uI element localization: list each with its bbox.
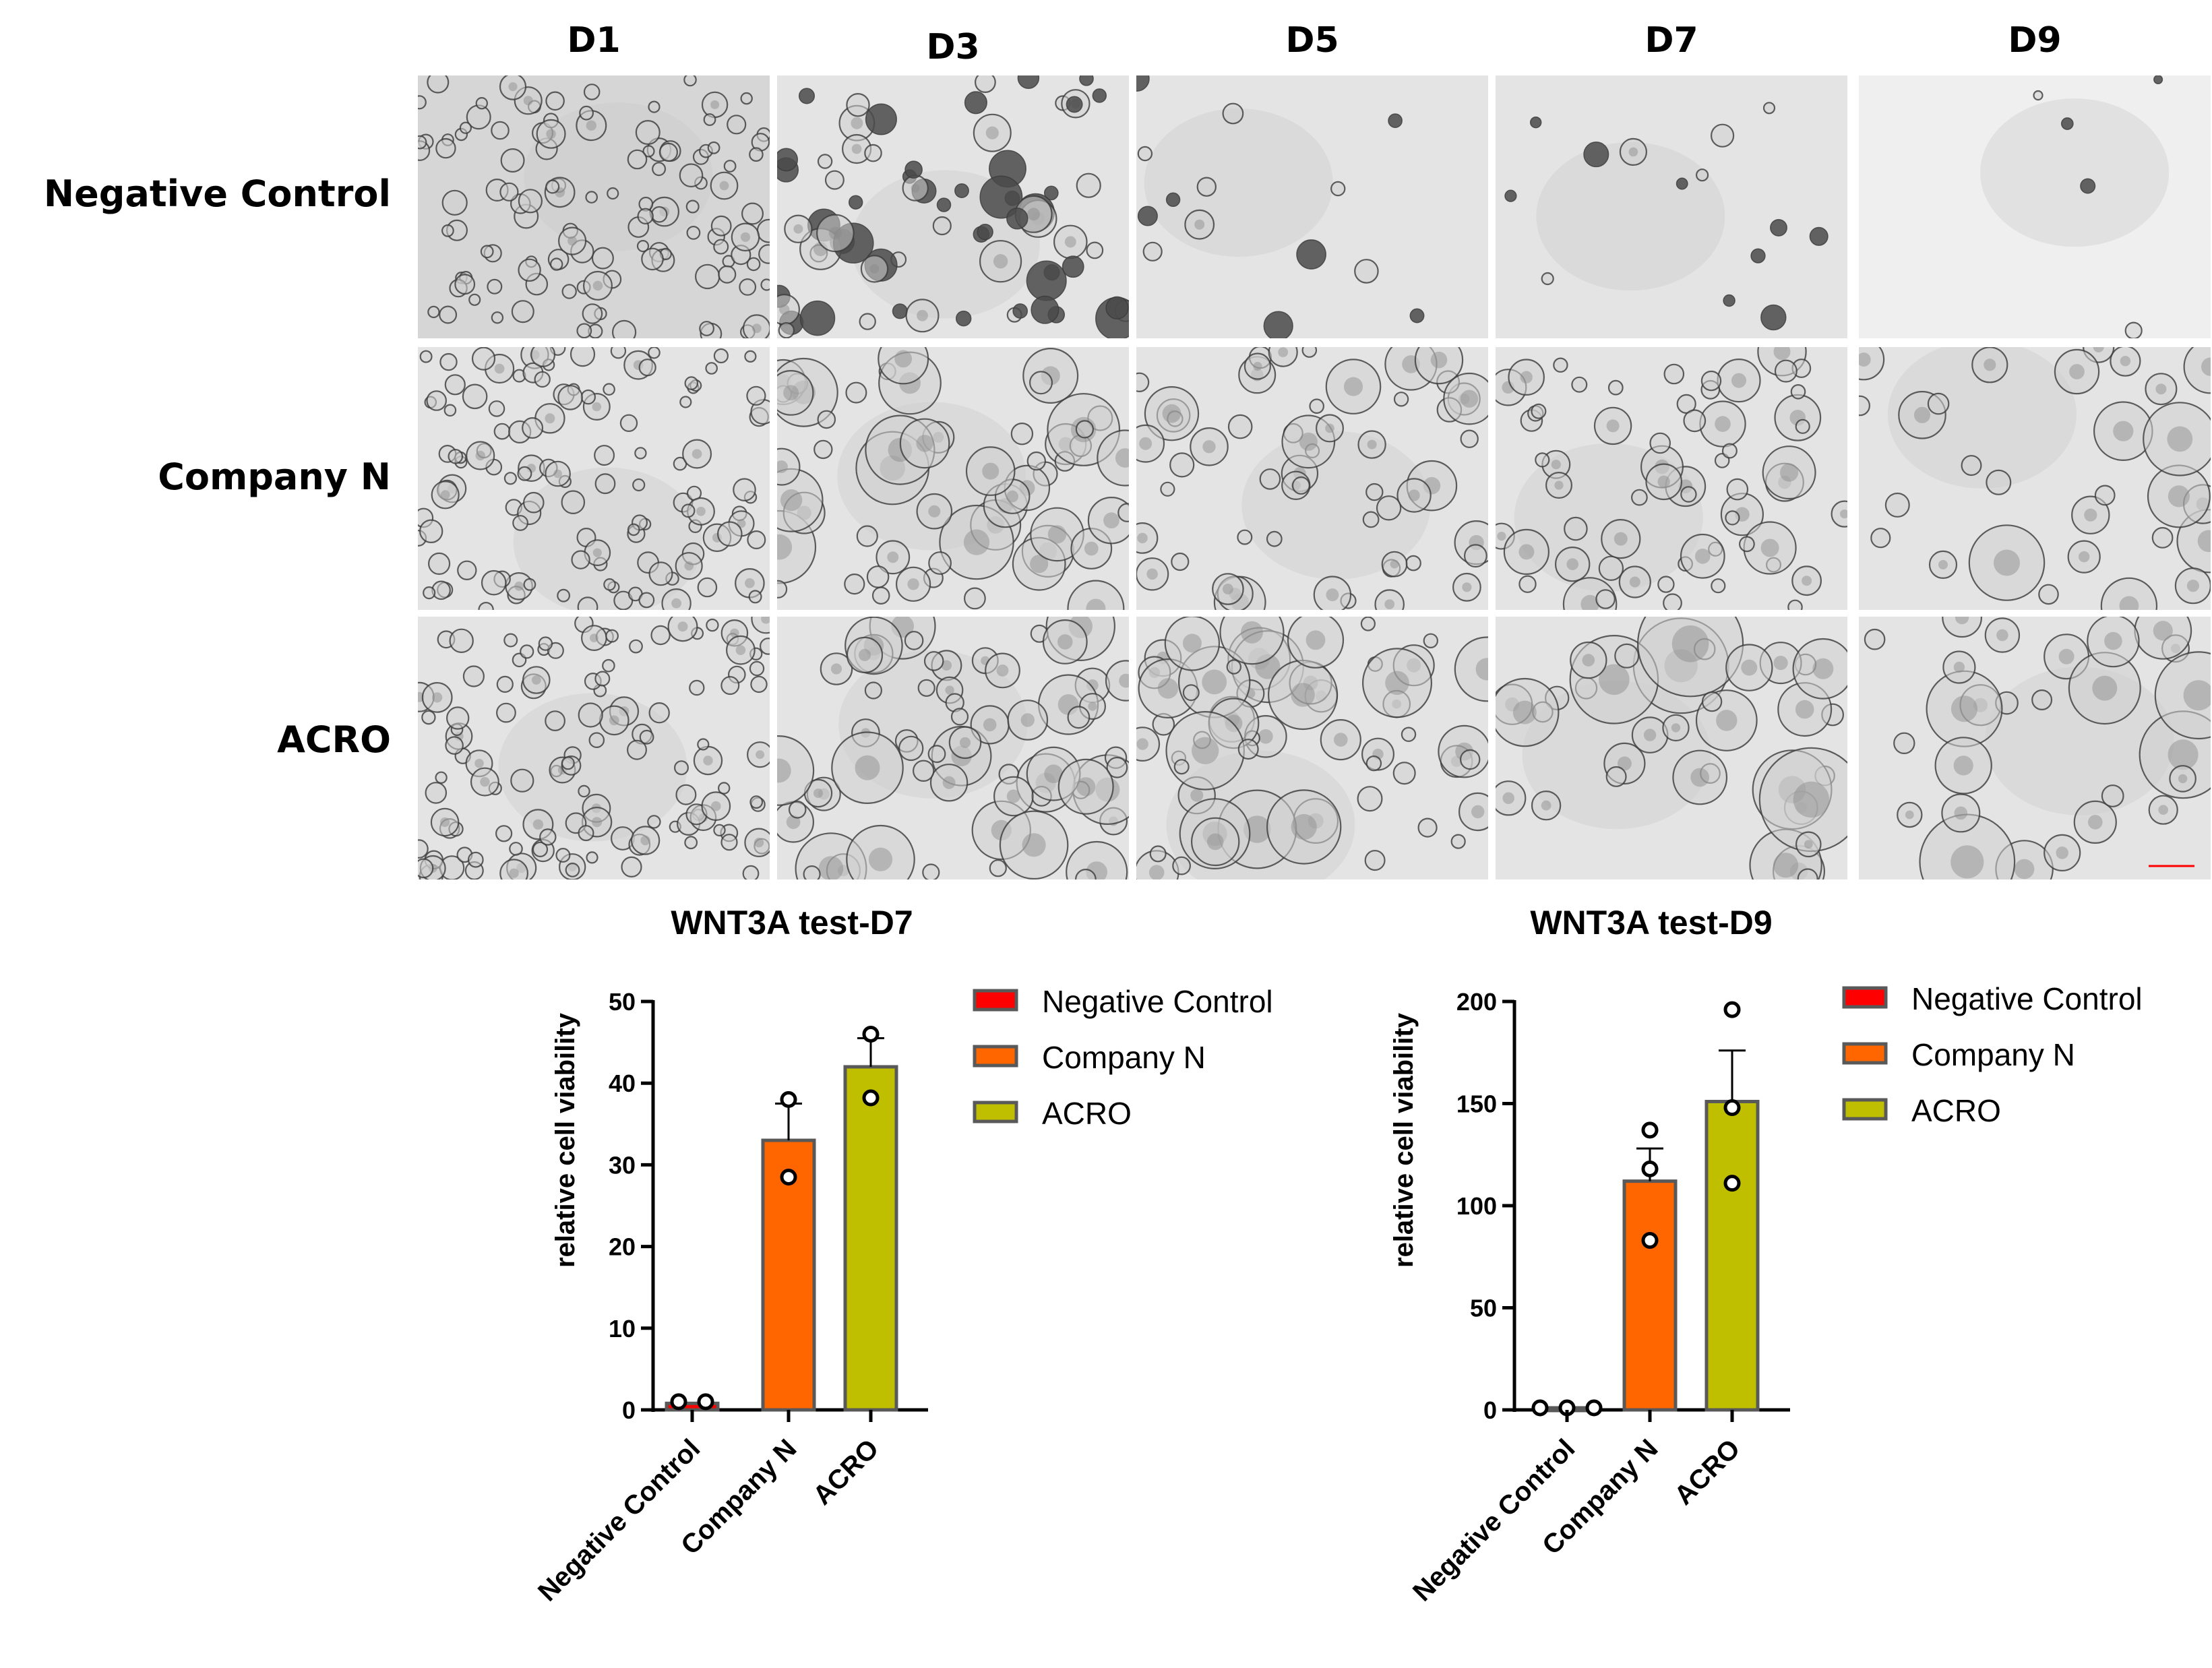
microscopy-image xyxy=(418,347,770,610)
x-tick-label: ACRO xyxy=(807,1433,884,1510)
data-point xyxy=(780,1090,797,1108)
legend-label: Negative Control xyxy=(1911,981,2143,1016)
microscopy-image xyxy=(1136,617,1488,879)
legend-swatch xyxy=(1842,986,1888,1009)
column-header-d1: D1 xyxy=(567,20,621,61)
data-point xyxy=(1723,1099,1741,1117)
legend-label: ACRO xyxy=(1042,1096,1132,1131)
microscopy-image xyxy=(1496,75,1847,338)
column-header-d9: D9 xyxy=(2008,20,2062,61)
legend-swatch xyxy=(973,989,1018,1012)
data-point xyxy=(1723,1175,1741,1192)
row-label-company-n: Company N xyxy=(158,456,391,498)
data-point xyxy=(862,1025,880,1043)
y-tick-label: 100 xyxy=(1456,1192,1497,1220)
bar xyxy=(843,1065,898,1412)
column-header-d3: D3 xyxy=(926,27,980,67)
microscopy-image xyxy=(418,617,770,879)
microscopy-image xyxy=(1859,347,2211,610)
y-tick-label: 150 xyxy=(1456,1090,1497,1118)
row-label-acro: ACRO xyxy=(277,718,391,761)
microscopy-image xyxy=(777,617,1129,879)
column-header-d5: D5 xyxy=(1285,20,1339,61)
microscopy-image xyxy=(1136,347,1488,610)
y-tick-label: 50 xyxy=(609,988,636,1016)
data-point xyxy=(1723,1001,1741,1018)
y-tick-label: 30 xyxy=(609,1151,636,1179)
data-point xyxy=(1585,1399,1603,1417)
legend-label: Company N xyxy=(1042,1040,1206,1075)
bar xyxy=(1622,1179,1678,1412)
column-header-d7: D7 xyxy=(1645,20,1698,61)
data-point xyxy=(670,1393,687,1411)
data-point xyxy=(862,1089,880,1107)
y-tick-label: 10 xyxy=(609,1315,636,1342)
microscopy-image xyxy=(1859,617,2211,879)
y-axis-label: relative cell viability xyxy=(551,1012,580,1268)
legend-swatch xyxy=(1842,1098,1888,1121)
data-point xyxy=(1641,1160,1659,1177)
y-tick-label: 200 xyxy=(1456,988,1497,1016)
microscopy-image xyxy=(1496,347,1847,610)
y-tick-label: 20 xyxy=(609,1233,636,1261)
legend-swatch xyxy=(973,1045,1018,1068)
data-point xyxy=(697,1393,714,1411)
chart-title: WNT3A test-D7 xyxy=(671,904,913,941)
x-tick-label: ACRO xyxy=(1669,1433,1746,1510)
microscopy-image xyxy=(777,347,1129,610)
y-tick-label: 0 xyxy=(622,1396,636,1424)
microscopy-image xyxy=(1496,617,1847,879)
microscopy-image xyxy=(1859,75,2211,338)
x-tick-label: Negative Control xyxy=(532,1433,706,1607)
legend-swatch xyxy=(1842,1042,1888,1065)
data-point xyxy=(1531,1399,1549,1417)
y-tick-label: 40 xyxy=(609,1070,636,1097)
data-point xyxy=(780,1169,797,1186)
y-tick-label: 50 xyxy=(1470,1295,1497,1322)
microscopy-image xyxy=(777,75,1129,338)
bar xyxy=(1704,1099,1760,1412)
microscopy-image xyxy=(1136,75,1488,338)
y-axis-label: relative cell viability xyxy=(1389,1012,1419,1268)
legend-label: Company N xyxy=(1911,1037,2075,1072)
chart-wnt3a-d7: WNT3A test-D7 relative cell viability 0 1… xyxy=(532,904,1273,1607)
chart-wnt3a-d9: WNT3A test-D9 relative cell viability 0 5… xyxy=(1389,904,2143,1607)
legend-label: ACRO xyxy=(1911,1093,2001,1128)
y-tick-label: 0 xyxy=(1483,1396,1497,1424)
row-label-negative-control: Negative Control xyxy=(43,173,391,215)
legend-label: Negative Control xyxy=(1042,984,1273,1019)
microscopy-image xyxy=(418,75,770,338)
legend-swatch xyxy=(973,1101,1018,1123)
chart-title: WNT3A test-D9 xyxy=(1530,904,1772,941)
data-point xyxy=(1641,1232,1659,1249)
data-point xyxy=(1641,1121,1659,1139)
x-tick-label: Negative Control xyxy=(1407,1433,1580,1607)
